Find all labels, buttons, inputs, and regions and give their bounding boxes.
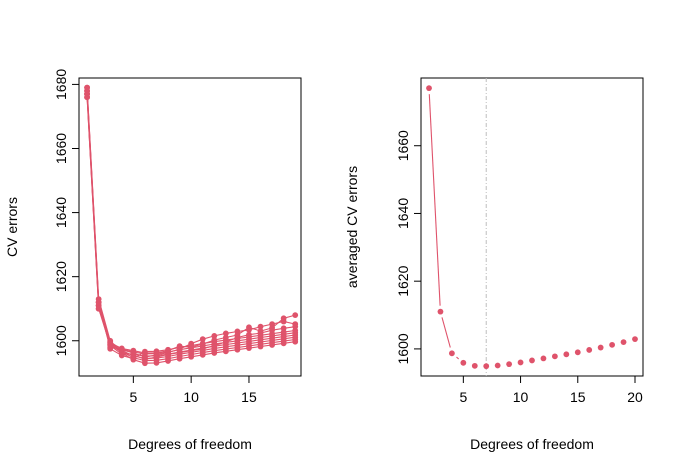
data-point (280, 315, 287, 322)
data-point (597, 344, 604, 351)
data-point (199, 341, 206, 347)
plot-frame (78, 77, 302, 377)
data-point (506, 361, 513, 368)
y-tick-label: 1600 (395, 333, 411, 364)
data-point (211, 337, 218, 344)
series-line (86, 97, 296, 357)
data-point (118, 345, 125, 352)
y-tick-label: 1640 (395, 198, 411, 229)
data-point (222, 334, 229, 341)
series-line (86, 97, 296, 358)
data-point (609, 341, 616, 348)
data-point (199, 345, 206, 352)
data-point (471, 362, 478, 369)
averaged-cv-errors-panel: Degrees of freedom averaged CV errors 5 1… (344, 77, 644, 452)
y-tick-label: 1620 (53, 261, 69, 292)
data-point (165, 347, 171, 354)
data-point (529, 357, 535, 364)
data-point (211, 342, 218, 349)
y-tick-label: 1680 (53, 69, 69, 100)
plot-frame (420, 77, 644, 377)
data-point (460, 359, 467, 366)
x-tick-label: 20 (627, 389, 643, 405)
y-axis-label-left: CV errors (4, 197, 20, 257)
data-point (246, 331, 252, 338)
data-point (211, 333, 218, 339)
data-point (142, 354, 148, 360)
data-point (426, 85, 432, 92)
y-tick-label: 1660 (53, 133, 69, 164)
data-point (107, 340, 114, 346)
series-segment (428, 94, 441, 306)
data-point (188, 344, 195, 351)
data-point (222, 339, 229, 345)
data-point (280, 325, 287, 332)
data-point (142, 350, 148, 356)
data-point (620, 339, 627, 346)
y-axis-label-right: averaged CV errors (344, 166, 360, 288)
series-segment (456, 356, 460, 360)
y-tick-label: 1640 (53, 197, 69, 228)
series-line (86, 87, 296, 354)
data-point (107, 345, 114, 352)
data-point (448, 350, 455, 357)
data-point (292, 321, 299, 327)
x-axis-label-right: Degrees of freedom (470, 436, 594, 452)
x-tick-label: 10 (513, 389, 529, 405)
series-line (86, 90, 296, 362)
data-point (269, 325, 275, 331)
x-tick-label: 10 (183, 389, 199, 405)
data-point (563, 351, 570, 358)
data-point (437, 308, 444, 315)
cv-errors-panel: Degrees of freedom CV errors 5 10 15 1600 16… (4, 69, 302, 452)
x-tick-label: 5 (129, 389, 137, 405)
data-point (494, 362, 501, 369)
data-point (292, 312, 299, 319)
series-line (86, 90, 296, 360)
data-point (540, 355, 547, 362)
series-line (86, 87, 296, 364)
x-axis-label-left: Degrees of freedom (128, 436, 252, 452)
y-tick-label: 1600 (53, 325, 69, 356)
data-point (176, 343, 183, 350)
x-tick-label: 15 (241, 389, 257, 405)
series-segment (441, 317, 451, 348)
series-line (86, 93, 296, 355)
data-point (257, 328, 264, 335)
data-point (574, 349, 581, 356)
data-point (222, 330, 229, 337)
y-tick-label: 1620 (395, 265, 411, 296)
data-point (483, 363, 490, 370)
data-point (234, 332, 241, 338)
x-tick-label: 5 (459, 389, 467, 405)
y-tick-label: 1660 (395, 130, 411, 161)
series-line (86, 93, 296, 360)
data-point (153, 350, 160, 356)
data-point (517, 359, 524, 366)
series-line (86, 93, 296, 359)
data-point (246, 324, 252, 331)
data-point (257, 323, 264, 330)
data-point (551, 353, 558, 360)
data-point (130, 347, 137, 354)
data-point (95, 299, 102, 306)
data-point (586, 347, 593, 353)
x-tick-label: 15 (570, 389, 586, 405)
data-point (84, 84, 90, 91)
data-point (199, 336, 206, 343)
data-point (632, 336, 638, 342)
